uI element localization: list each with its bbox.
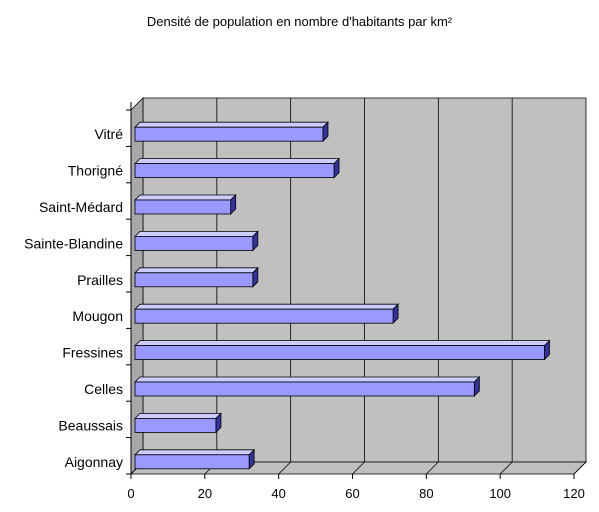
y-tick-label: Thorigné bbox=[68, 163, 123, 179]
bar-top-face bbox=[134, 194, 237, 201]
floor-gridline bbox=[426, 461, 439, 475]
y-tick-label: Beaussais bbox=[58, 417, 123, 433]
bar bbox=[134, 454, 250, 470]
floor-gridline bbox=[352, 461, 365, 475]
y-tick-label: Vitré bbox=[94, 126, 123, 142]
x-tick-label: 20 bbox=[198, 486, 212, 501]
y-tick-label: Prailles bbox=[77, 272, 123, 288]
bar bbox=[134, 381, 475, 397]
floor-gridline bbox=[573, 461, 587, 475]
y-tick-label: Saint-Médard bbox=[39, 199, 123, 215]
bar-top-face bbox=[134, 303, 400, 310]
bar bbox=[134, 417, 217, 433]
y-tick-label: Fressines bbox=[62, 345, 123, 361]
y-tick-label: Celles bbox=[84, 381, 123, 397]
x-tick-label: 60 bbox=[345, 486, 359, 501]
bar-top-face bbox=[134, 340, 551, 347]
bar-top-face bbox=[134, 376, 481, 383]
x-tick-label: 80 bbox=[419, 486, 433, 501]
x-tick-label: 120 bbox=[563, 486, 585, 501]
bar-top-face bbox=[134, 412, 222, 419]
x-tick-label: 40 bbox=[271, 486, 285, 501]
bar-top-face bbox=[134, 449, 256, 456]
y-tick-label: Sainte-Blandine bbox=[24, 235, 123, 251]
x-tick-label: 100 bbox=[489, 486, 511, 501]
floor-gridline bbox=[499, 461, 513, 475]
bar bbox=[134, 272, 254, 288]
bar-top-face bbox=[134, 267, 259, 274]
bar bbox=[134, 235, 254, 251]
x-tick-label: 0 bbox=[127, 486, 134, 501]
bar-top-face bbox=[134, 230, 259, 237]
bar bbox=[134, 126, 324, 142]
y-tick-label: Aigonnay bbox=[65, 454, 123, 470]
bar bbox=[134, 199, 232, 215]
bar-top-face bbox=[134, 121, 329, 128]
bar bbox=[134, 308, 394, 324]
bar-top-face bbox=[134, 158, 341, 165]
bar bbox=[134, 345, 545, 361]
y-tick-label: Mougon bbox=[72, 308, 123, 324]
chart-title: Densité de population en nombre d'habita… bbox=[146, 14, 453, 29]
floor-gridline bbox=[278, 461, 291, 475]
bar bbox=[134, 163, 335, 179]
